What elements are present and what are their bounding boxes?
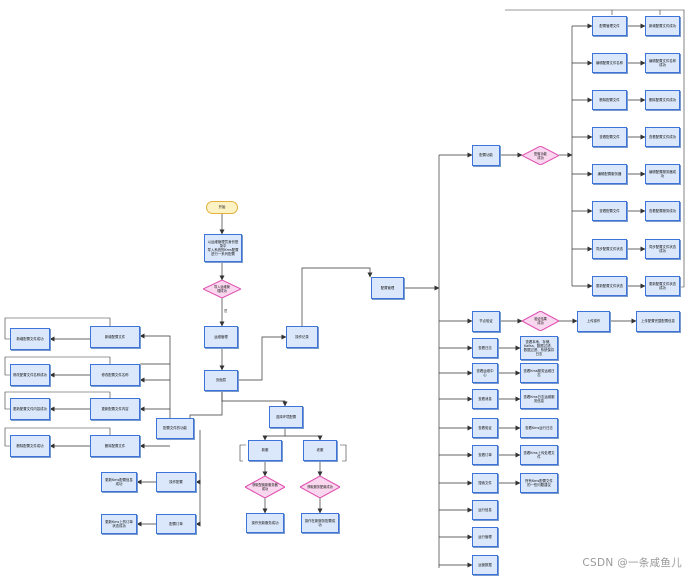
cfg-order-step: 配置订单 [156, 514, 196, 534]
sync-cfg-step: 操作配置 [156, 472, 196, 492]
env-new-result: 操作完新服务成功 [246, 513, 284, 533]
cfg-item-8: 更新配置文件状态 [592, 276, 627, 296]
select-env-step: 选择环境配置 [269, 406, 303, 428]
cfg-result-4: 查看配置文件成功 [645, 127, 680, 147]
left-mid-3: 更新配置文件内容 [90, 398, 140, 420]
left-out-1: 新增配置文件成功 [10, 328, 50, 350]
run-mgmt-step: 运行管理 [472, 527, 498, 547]
node-check-decision: 验证结果 成功 [522, 311, 559, 331]
cfg-item-3: 删除配置文件 [592, 90, 627, 110]
cfg-item-7: 同步配置文件状态 [592, 239, 627, 259]
sync-cfg-result: 更新Kms配置信息成功 [101, 472, 137, 492]
mid-result-5: 查看Kms上传处理文件 [520, 445, 558, 465]
cfg-file-func-step: 配置文件的功能 [156, 418, 194, 439]
cfg-result-7: 同步配置文件状态成功 [645, 239, 680, 259]
mid-result-2: 查看Kms服务运维日志 [520, 363, 558, 383]
login-step: 以运维管理员身份登录中 导入系统的Kms配置 进行一系列配置 [204, 234, 242, 262]
cfg-result-3: 删除配置文件成功 [645, 90, 680, 110]
cfg-item-4: 查看配置文件 [592, 127, 627, 147]
ops-center-step: 查看运维中心 [472, 363, 498, 383]
start-node: 开始 [206, 201, 238, 214]
env-new-step: 新服 [248, 440, 282, 461]
env-old-decision: 获取服务配置成功 [300, 476, 340, 498]
ops-data-step: 运营数据 [472, 555, 498, 575]
cfg-item-1: 配置管理文件 [592, 16, 627, 36]
run-info-step: 运行信息 [472, 500, 498, 520]
left-out-2: 修改配置文件名称成功 [10, 364, 50, 386]
verify-step: 查看验证 [472, 418, 498, 438]
node-check-step: 节点验证 [472, 311, 500, 332]
cfg-item-6: 查看配置文件 [592, 201, 627, 221]
left-out-3: 更新配置文件内容成功 [10, 398, 50, 420]
cfg-item-5: 编辑配置服务器 [592, 164, 627, 184]
mid-result-4: 查看Kms运行日志 [520, 418, 558, 438]
left-mid-2: 修改配置文件名称 [90, 364, 140, 386]
env-old-result: 操作在新服务配置成功 [301, 513, 339, 533]
cfg-result-1: 新增配置文件成功 [645, 16, 680, 36]
op-record-step: 操作记录 [286, 326, 318, 348]
env-new-decision: 获取配置新服务器成功 [245, 476, 285, 498]
search-file-step: 搜索文件 [472, 473, 498, 493]
cfg-function-step: 配置功能 [472, 145, 500, 166]
cfg-item-2: 编辑配置文件名称 [592, 53, 627, 73]
left-mid-4: 删除配置文件 [90, 435, 140, 457]
cfg-function-decision: 配置功能 成功 [522, 146, 559, 165]
upload-step: 上传操作 [577, 311, 610, 332]
ui-layer-step: 页面层 [204, 370, 238, 391]
upload-result: 上传配置完整配置信息 [636, 311, 680, 332]
watermark: CSDN @一条咸鱼儿 [582, 557, 682, 569]
mid-result-6: 所有Kms配置文件 的一些问题建议 [520, 473, 558, 493]
env-old-step: 老服 [303, 440, 337, 461]
cfg-result-2: 编辑配置文件名称成功 [645, 53, 680, 73]
mid-result-3: 查看Kms日志运维服务信息 [520, 389, 558, 409]
ops-mgmt-step: 运维管理 [204, 326, 238, 348]
left-out-4: 删除配置文件成功 [10, 435, 50, 457]
cfg-result-5: 编辑配置服务器成功 [645, 164, 680, 184]
cfg-result-8: 更新配置文件状态成功 [645, 276, 680, 296]
mid-result-1: 查看本地、存储、Kafka、数据过滤、数据过滤、系统保存日志 [520, 336, 558, 360]
cfg-result-6: 查看配置服务成功 [645, 201, 680, 221]
yes-label: 是 [224, 309, 228, 313]
order-step: 查看订单 [472, 445, 498, 465]
cfg-mgmt-step: 配置管理 [371, 277, 404, 299]
left-mid-1: 新增配置文件 [90, 326, 140, 348]
cfg-order-result: 更新Kms上的订单状态成功 [101, 514, 137, 534]
op-log-step: 查看日志 [472, 338, 498, 358]
login-decision: 导入运维管 理成功 [203, 280, 241, 298]
notify-step: 查看消息 [472, 389, 498, 409]
